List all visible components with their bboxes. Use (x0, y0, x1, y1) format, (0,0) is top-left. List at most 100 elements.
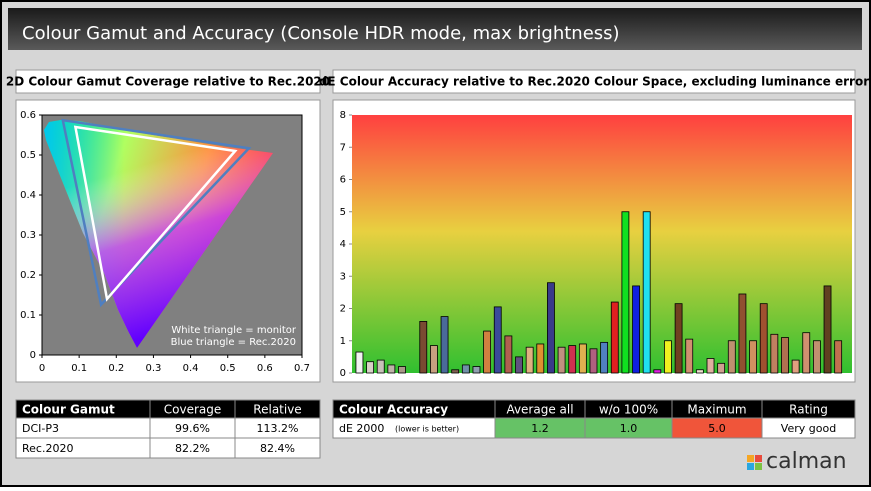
panel-title: dE Colour Accuracy relative to Rec.2020 … (319, 75, 869, 89)
table-cell (234, 437, 321, 459)
cell-note: (lower is better) (395, 425, 459, 434)
y-tick-label: 6 (340, 175, 346, 186)
y-tick-label: 7 (340, 142, 346, 153)
gamut-triangle (73, 125, 238, 302)
y-tick-label: 0.3 (20, 230, 36, 241)
title-bar (8, 8, 862, 50)
bar (621, 211, 630, 374)
bar (802, 332, 811, 374)
bar (536, 343, 545, 374)
bar (812, 340, 821, 374)
cell-text: 1.2 (531, 422, 549, 435)
bar (834, 340, 843, 374)
bar (653, 369, 662, 374)
gamut-triangle (61, 118, 252, 308)
cell-text: Colour Accuracy (339, 403, 448, 417)
y-tick-label: 0.2 (20, 270, 36, 281)
plot-background (352, 115, 852, 373)
logo-icon (755, 463, 762, 470)
cell-text: 82.2% (175, 442, 210, 455)
table-cell (761, 417, 856, 439)
cell-text: 99.6% (175, 422, 210, 435)
y-tick-label: 1 (340, 336, 346, 347)
x-tick-label: 0.7 (294, 363, 310, 374)
panel-header (15, 69, 321, 94)
bar (440, 316, 449, 374)
x-tick-label: 0.5 (220, 363, 236, 374)
bar (727, 340, 736, 374)
bar (717, 362, 726, 374)
x-tick-label: 0.4 (183, 363, 199, 374)
cell-text: 113.2% (257, 422, 299, 435)
page-title: Colour Gamut and Accuracy (Console HDR m… (22, 23, 620, 44)
cell-text: Maximum (687, 403, 746, 417)
cell-text: DCI-P3 (22, 422, 59, 435)
y-tick-label: 0 (340, 368, 346, 379)
bar (398, 366, 406, 374)
bar (610, 301, 619, 374)
bar (823, 285, 832, 374)
logo-icon (755, 455, 762, 462)
bar (791, 359, 800, 374)
x-tick-label: 0.2 (108, 363, 124, 374)
cell-text: Rec.2020 (22, 442, 73, 455)
y-tick-label: 0.1 (20, 310, 36, 321)
bar (515, 356, 523, 374)
axis-box (41, 114, 303, 356)
y-tick-label: 3 (340, 271, 346, 282)
cell-text: 5.0 (708, 422, 726, 435)
logo: calman (766, 449, 847, 474)
cell-text: Very good (781, 422, 836, 435)
cell-text: dE 2000 (339, 422, 384, 435)
cell-text: Colour Gamut (22, 403, 115, 417)
bar (770, 333, 779, 374)
bar (781, 337, 789, 374)
bar (600, 341, 609, 374)
cell-text: Coverage (164, 403, 222, 417)
bar (504, 335, 513, 374)
bar (472, 366, 481, 374)
y-tick-label: 0 (30, 350, 36, 361)
x-tick-label: 0 (39, 363, 45, 374)
y-tick-label: 5 (340, 207, 346, 218)
bar (376, 359, 385, 374)
bar (451, 369, 460, 374)
bar (366, 361, 374, 374)
x-tick-label: 0.1 (71, 363, 87, 374)
bar (355, 351, 364, 374)
bar (578, 343, 587, 374)
bar (430, 345, 438, 374)
x-tick-label: 0.3 (145, 363, 161, 374)
logo-icon (747, 463, 754, 470)
bar (525, 346, 534, 374)
annotation: White triangle = monitor (171, 325, 297, 336)
bar (685, 338, 694, 374)
bar (568, 345, 577, 374)
bar (674, 303, 683, 374)
y-tick-label: 0.6 (20, 110, 36, 121)
bar (749, 340, 757, 374)
y-tick-label: 0.4 (20, 190, 36, 201)
spectral-locus (44, 120, 273, 348)
panel-title: 2D Colour Gamut Coverage relative to Rec… (6, 75, 330, 89)
y-tick-label: 8 (340, 110, 346, 121)
bar (632, 285, 640, 374)
bar (547, 282, 555, 374)
cell-text: Average all (506, 403, 573, 417)
cell-text: Relative (253, 403, 301, 417)
bar (589, 348, 598, 374)
bar (557, 346, 566, 374)
bar (664, 340, 672, 374)
bar (759, 303, 768, 374)
bar (738, 293, 747, 374)
bar (419, 320, 428, 374)
cell-text: 1.0 (620, 422, 638, 435)
y-tick-label: 2 (340, 304, 346, 315)
cell-text: w/o 100% (599, 403, 658, 417)
y-tick-label: 0.5 (20, 150, 36, 161)
bar (642, 211, 651, 374)
y-tick-label: 4 (340, 239, 346, 250)
bar (493, 306, 502, 374)
bar (461, 364, 470, 374)
